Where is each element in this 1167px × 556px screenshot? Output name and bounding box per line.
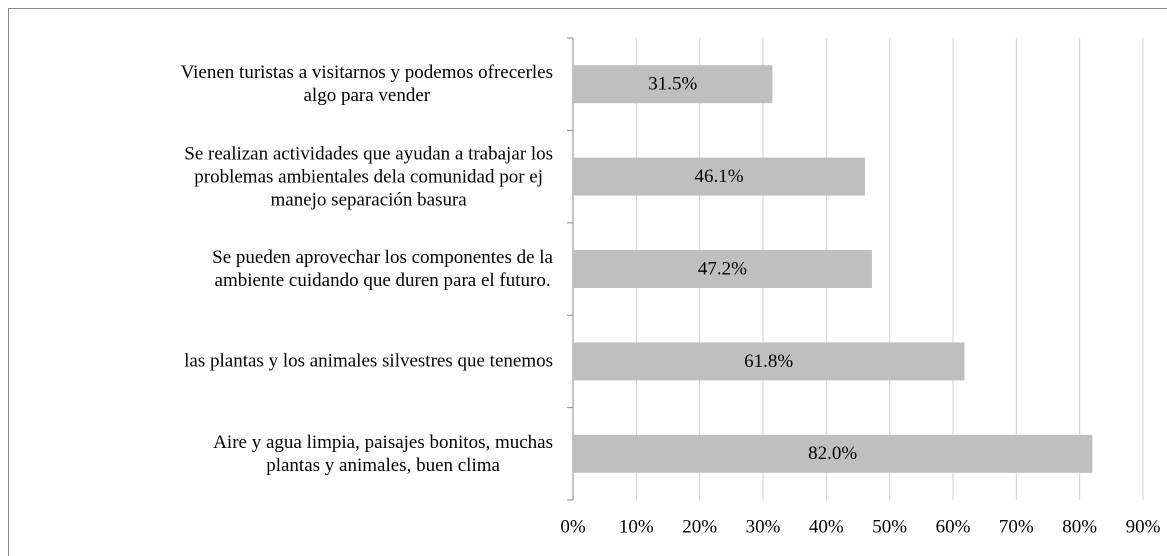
x-tick-label: 90% bbox=[1126, 516, 1161, 537]
data-label: 46.1% bbox=[694, 166, 743, 187]
category-label: Aire y agua limpia, paisajes bonitos, mu… bbox=[213, 431, 553, 476]
bar bbox=[573, 65, 773, 104]
x-tick-label: 20% bbox=[682, 516, 717, 537]
bar bbox=[573, 250, 872, 288]
data-label: 61.8% bbox=[744, 351, 793, 372]
x-tick-label: 30% bbox=[746, 516, 781, 537]
x-tick-label: 50% bbox=[872, 516, 907, 537]
data-label: 82.0% bbox=[808, 443, 857, 464]
bar bbox=[573, 157, 865, 196]
category-label: Se pueden aprovechar los componentes de … bbox=[212, 247, 553, 291]
x-tick-label: 70% bbox=[999, 516, 1034, 537]
bar bbox=[573, 434, 1093, 473]
x-tick-label: 10% bbox=[619, 516, 654, 537]
category-label: las plantas y los animales silvestres qu… bbox=[184, 350, 553, 372]
x-tick-label: 60% bbox=[936, 516, 971, 537]
data-label: 47.2% bbox=[698, 258, 747, 279]
x-tick-label: 40% bbox=[809, 516, 844, 537]
bar bbox=[573, 342, 965, 381]
x-tick-label: 0% bbox=[560, 516, 586, 537]
category-label: Vienen turistas a visitarnos y podemos o… bbox=[180, 62, 553, 107]
category-label: Se realizan actividades que ayudan a tra… bbox=[184, 143, 553, 211]
data-label: 31.5% bbox=[648, 74, 697, 95]
frame bbox=[8, 8, 1167, 556]
x-tick-label: 80% bbox=[1062, 516, 1097, 537]
